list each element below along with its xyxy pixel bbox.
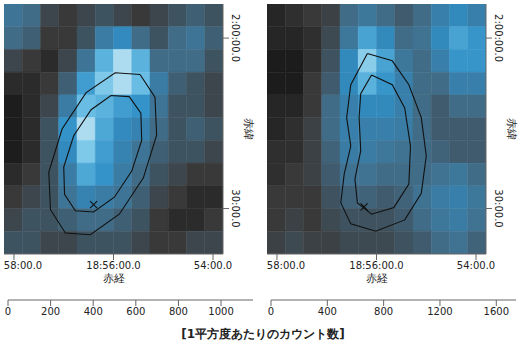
- svg-text:58:00.0: 58:00.0: [4, 260, 42, 271]
- svg-text:600: 600: [126, 306, 145, 317]
- html-text:[1平方度あたりのカウント数]: [1平方度あたりのカウント数]: [181, 327, 345, 341]
- svg-text:1600: 1600: [484, 306, 509, 317]
- svg-text:800: 800: [169, 306, 188, 317]
- svg-text:200: 200: [41, 306, 60, 317]
- svg-text:18:56:00.0: 18:56:00.0: [86, 260, 140, 271]
- svg-text:54:00.0: 54:00.0: [194, 260, 232, 271]
- svg-text:赤経: 赤経: [103, 272, 125, 284]
- svg-text:赤経: 赤経: [366, 272, 388, 284]
- svg-text:400: 400: [318, 306, 337, 317]
- svg-text:30:00.0: 30:00.0: [493, 189, 504, 227]
- svg-text:2:00:00.0: 2:00:00.0: [493, 14, 504, 62]
- svg-text:2:00:00.0: 2:00:00.0: [230, 14, 241, 62]
- svg-text:1000: 1000: [208, 306, 233, 317]
- svg-text:18:56:00.0: 18:56:00.0: [349, 260, 403, 271]
- svg-text:1200: 1200: [427, 306, 452, 317]
- svg-text:赤緯: 赤緯: [242, 118, 255, 140]
- svg-text:800: 800: [374, 306, 393, 317]
- svg-text:58:00.0: 58:00.0: [267, 260, 305, 271]
- svg-text:54:00.0: 54:00.0: [457, 260, 495, 271]
- svg-text:30:00.0: 30:00.0: [230, 189, 241, 227]
- svg-text:0: 0: [5, 306, 11, 317]
- svg-text:0: 0: [268, 306, 274, 317]
- svg-text:赤緯: 赤緯: [505, 118, 518, 140]
- svg-text:400: 400: [84, 306, 103, 317]
